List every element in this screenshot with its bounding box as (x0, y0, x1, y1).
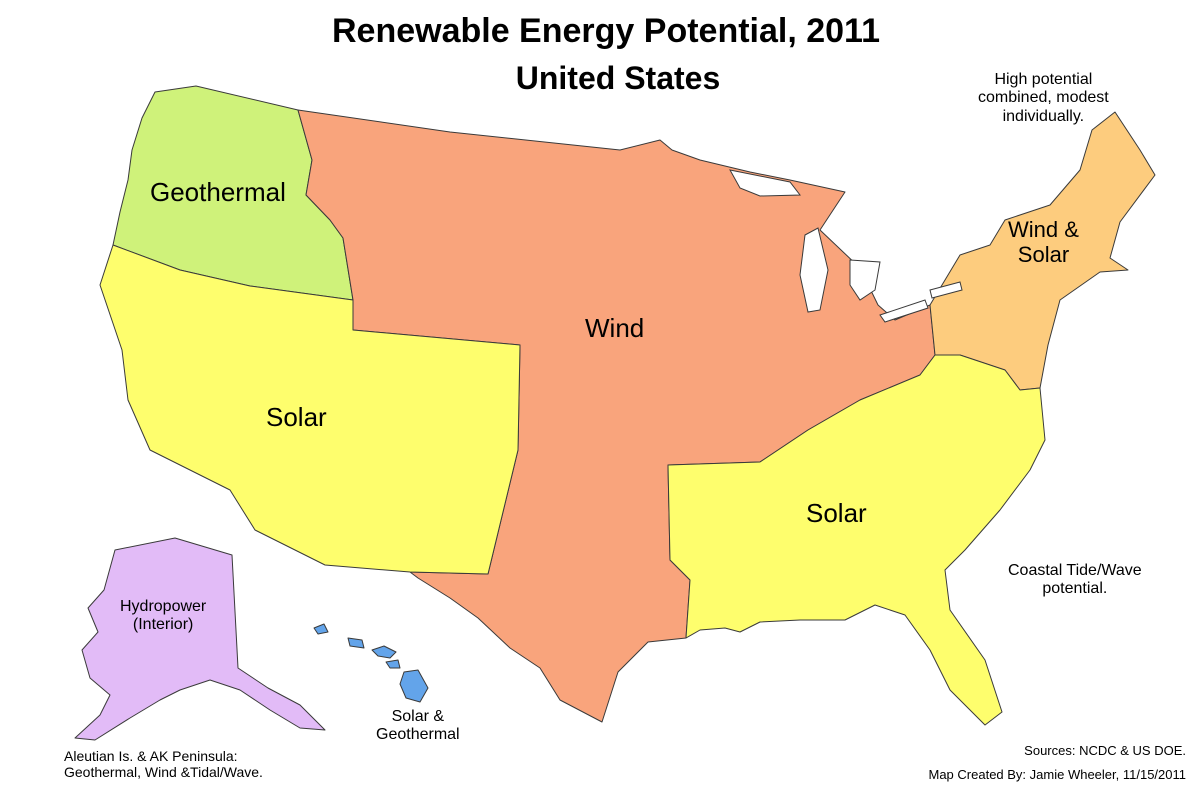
region-solar-west (99, 244, 521, 575)
note-northeast-line3: individually. (1002, 107, 1085, 125)
map-title: Renewable Energy Potential, 2011 (331, 12, 880, 50)
label-wind: Wind (585, 313, 645, 343)
label-wind-solar: Wind & Solar (1008, 217, 1079, 268)
great-lakes (729, 169, 963, 323)
map-subtitle: United States (515, 60, 721, 96)
note-aleutian: Aleutian Is. & AK Peninsula: Geothermal,… (64, 748, 263, 780)
credits-author: Map Created By: Jamie Wheeler, 11/15/201… (928, 767, 1187, 782)
note-northeast-line2: combined, modest (978, 89, 1109, 107)
note-hawaii-line1: Solar & (391, 708, 445, 725)
note-coastal-line1: Coastal Tide/Wave (1008, 562, 1142, 579)
label-alaska-line1: Hydropower (120, 598, 207, 615)
note-northeast: High potential combined, modest individu… (978, 71, 1109, 126)
label-solar-southeast: Solar (806, 498, 867, 528)
label-wind-solar-line1: Wind & (1008, 217, 1079, 242)
note-northeast-line1: High potential (994, 71, 1093, 88)
label-geothermal: Geothermal (150, 177, 286, 207)
region-solar-southeast (667, 354, 1046, 726)
note-coastal-line2: potential. (1042, 580, 1108, 598)
note-coastal: Coastal Tide/Wave potential. (1008, 562, 1142, 599)
note-aleutian-line1: Aleutian Is. & AK Peninsula: (64, 748, 238, 764)
label-solar-west: Solar (266, 402, 327, 432)
credits-sources: Sources: NCDC & US DOE. (1024, 743, 1186, 758)
note-hawaii-line2: Geothermal (376, 726, 460, 744)
label-wind-solar-line2: Solar (1017, 242, 1070, 268)
note-hawaii: Solar & Geothermal (376, 708, 460, 745)
note-aleutian-line2: Geothermal, Wind &Tidal/Wave. (64, 764, 263, 781)
region-hawaii (313, 623, 429, 703)
region-alaska (74, 537, 326, 741)
label-alaska-line2: (Interior) (132, 616, 194, 634)
label-alaska: Hydropower (Interior) (120, 598, 206, 635)
